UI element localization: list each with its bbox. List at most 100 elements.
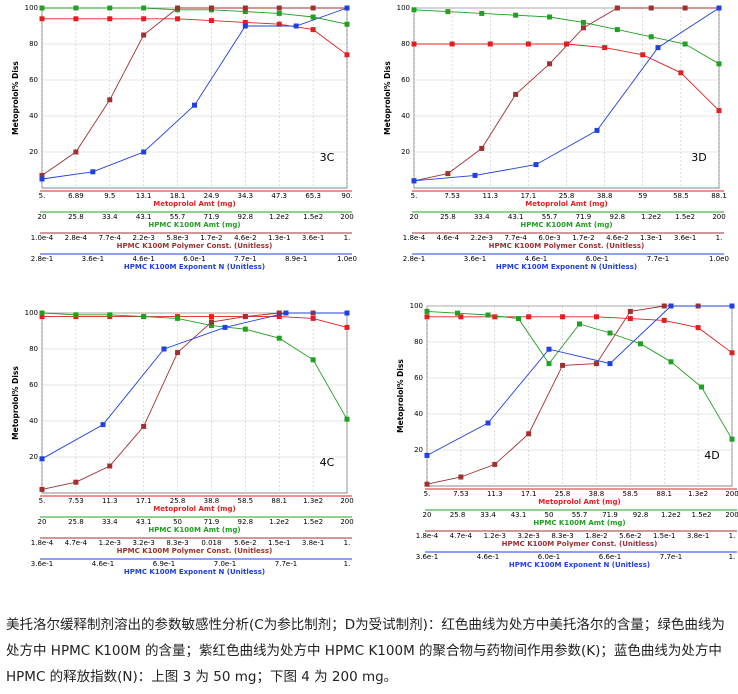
point — [614, 5, 620, 11]
series-line — [42, 7, 348, 25]
point — [208, 5, 214, 11]
x-tick-label: 55.7 — [572, 511, 588, 519]
y-tick-label: 100 — [25, 309, 38, 317]
x-tick-label: 5. — [424, 490, 431, 498]
point — [594, 127, 600, 133]
x-tick-label: 50 — [173, 518, 182, 526]
x-tick-label: 25.8 — [559, 192, 575, 200]
point — [161, 346, 167, 352]
point — [310, 14, 316, 20]
point — [283, 310, 289, 316]
point — [560, 362, 566, 368]
x-tick-label: 7.53 — [453, 490, 469, 498]
point — [141, 5, 147, 11]
y-axis-label: Metoprolol% Diss — [396, 359, 405, 433]
x-tick-label: 4.6e-4 — [437, 234, 460, 242]
point — [716, 5, 722, 11]
x-tick-label: 71.9 — [204, 213, 220, 221]
point — [716, 61, 722, 67]
point — [424, 314, 430, 320]
x-tick-label: 25.8 — [555, 490, 571, 498]
x-tick-label: 1. — [729, 553, 736, 561]
x-tick-label: 200 — [340, 518, 353, 526]
y-tick-label: 60 — [414, 374, 423, 382]
x-tick-label: 1.0e0 — [337, 255, 357, 263]
x-tick-label: 58.5 — [673, 192, 689, 200]
x-tick-label: 1.2e2 — [661, 511, 681, 519]
y-tick-label: 20 — [29, 148, 38, 156]
y-tick-label: 80 — [29, 345, 38, 353]
x-tick-label: 200 — [340, 213, 353, 221]
point — [458, 314, 464, 320]
x-tick-label: 71.9 — [204, 518, 220, 526]
point — [411, 7, 417, 13]
point — [668, 303, 674, 309]
point — [276, 5, 282, 11]
x-tick-label: 1.5e2 — [675, 213, 695, 221]
x-tick-label: 1. — [716, 234, 723, 242]
x-tick-label: 92.8 — [238, 518, 254, 526]
x-tick-label: 5. — [39, 192, 46, 200]
point — [310, 357, 316, 363]
x-tick-label: 200 — [340, 497, 353, 505]
point — [458, 474, 464, 480]
axis-title: HPMC K100M Exponent N (Unitless) — [509, 561, 650, 569]
point — [513, 12, 519, 18]
point — [424, 481, 430, 487]
axis-title: HPMC K100M Exponent N (Unitless) — [124, 568, 265, 576]
axis-title: HPMC K100M Polymer Const. (Unitless) — [489, 242, 645, 250]
point — [276, 21, 282, 27]
point — [729, 436, 735, 442]
series-line — [41, 7, 347, 176]
point — [39, 456, 45, 462]
point — [485, 420, 491, 426]
panel-label: 4C — [320, 456, 335, 469]
x-tick-label: 43.1 — [508, 213, 524, 221]
x-tick-label: 8.3e-3 — [166, 539, 188, 547]
point — [661, 303, 667, 309]
x-tick-label: 38.8 — [589, 490, 605, 498]
point — [614, 27, 620, 33]
x-tick-label: 200 — [712, 213, 725, 221]
point — [276, 310, 282, 316]
x-tick-label: 1.2e-3 — [484, 532, 506, 540]
axis-title: HPMC K100M Amt (mg) — [533, 519, 625, 527]
point — [678, 70, 684, 76]
y-tick-label: 100 — [410, 302, 423, 310]
x-tick-label: 5.8e-3 — [166, 234, 188, 242]
x-tick-label: 4.6e-2 — [606, 234, 628, 242]
point — [627, 316, 633, 322]
x-tick-label: 1. — [344, 539, 351, 547]
series-line — [413, 7, 719, 182]
point — [73, 149, 79, 155]
y-tick-label: 60 — [29, 76, 38, 84]
point — [192, 102, 197, 108]
point — [141, 16, 147, 22]
x-tick-label: 92.8 — [238, 213, 254, 221]
point — [580, 19, 586, 25]
point — [276, 10, 282, 16]
x-tick-label: 25.8 — [170, 497, 186, 505]
x-tick-label: 59 — [638, 192, 647, 200]
point — [310, 27, 316, 33]
y-tick-label: 20 — [414, 446, 423, 454]
plot-area — [426, 305, 733, 487]
point — [175, 350, 181, 356]
x-tick-label: 55.7 — [170, 213, 186, 221]
x-tick-label: 1.5e2 — [303, 213, 323, 221]
x-tick-label: 7.7e-1 — [660, 553, 682, 561]
point — [310, 315, 316, 321]
x-tick-label: 33.4 — [474, 213, 490, 221]
point — [580, 25, 586, 31]
x-tick-label: 43.1 — [511, 511, 527, 519]
point — [682, 41, 688, 47]
point — [73, 312, 79, 318]
point — [242, 5, 248, 11]
x-tick-label: 5.6e-2 — [619, 532, 641, 540]
axis-title: Metoprolol Amt (mg) — [538, 498, 620, 506]
x-tick-label: 6.89 — [68, 192, 84, 200]
point — [107, 5, 113, 11]
caption: 美托洛尔缓释制剂溶出的参数敏感性分析(C为参比制剂；D为受试制剂)：红色曲线为处… — [6, 617, 725, 685]
x-tick-label: 4.6e-1 — [477, 553, 499, 561]
